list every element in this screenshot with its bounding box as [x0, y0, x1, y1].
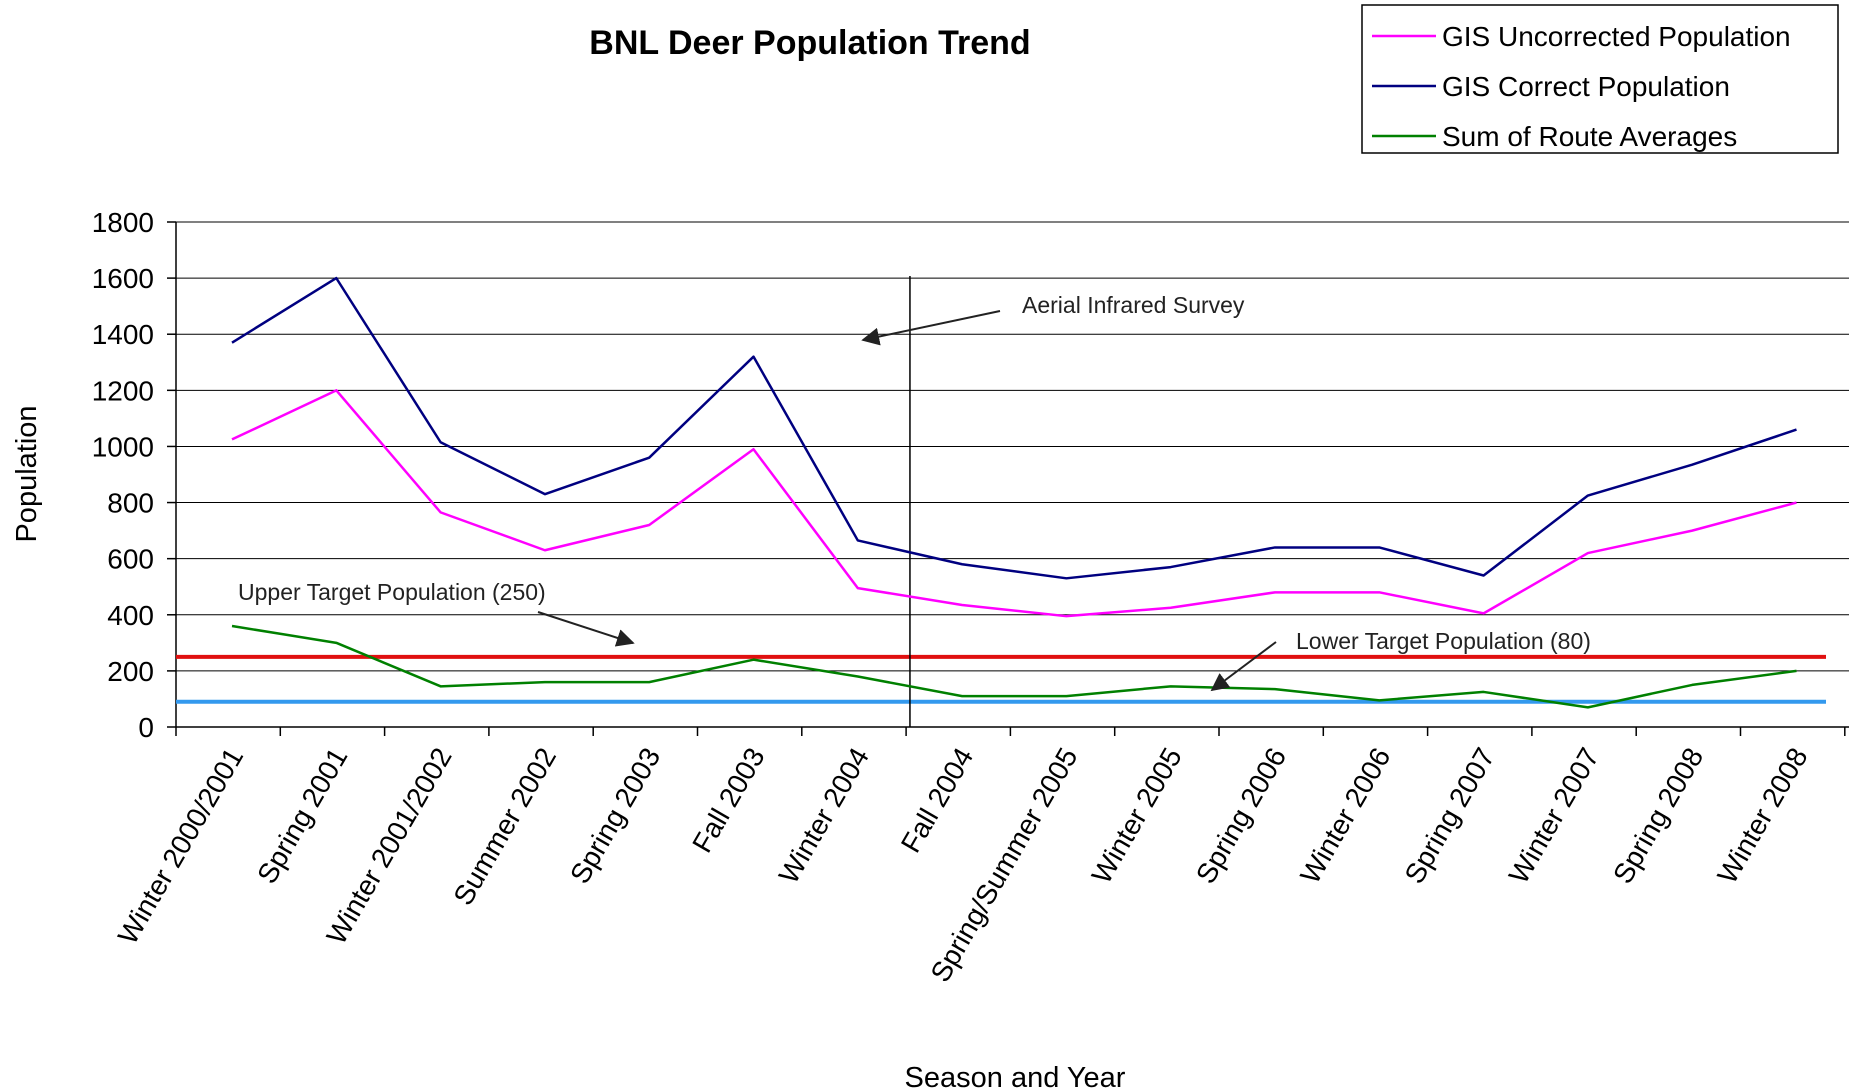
y-tick-labels: 0 200 400 600 800 1000 1200 1400 1600 1800 — [92, 207, 154, 743]
x-tick-label: Fall 2004 — [895, 743, 979, 858]
y-tick-label: 1000 — [92, 431, 154, 462]
aerial-survey-arrow — [861, 310, 1001, 346]
upper-target-arrow — [537, 611, 635, 647]
upper-target-annotation: Upper Target Population (250) — [238, 579, 546, 605]
series-line-2 — [231, 624, 1797, 709]
x-tick-label: Winter 2006 — [1294, 743, 1396, 889]
legend-entry: Sum of Route Averages — [1442, 121, 1737, 152]
x-tick-label: Winter 2005 — [1086, 743, 1188, 889]
lower-target-annotation: Lower Target Population (80) — [1296, 628, 1591, 654]
x-tick-label: Spring 2001 — [251, 743, 353, 889]
y-tick-label: 0 — [138, 712, 154, 743]
series-lines — [231, 276, 1797, 709]
x-tick-label: Summer 2002 — [447, 743, 562, 911]
x-tick-label: Winter 2007 — [1503, 743, 1605, 889]
y-tick-label: 400 — [107, 600, 154, 631]
y-tick-label: 1600 — [92, 263, 154, 294]
x-tick-label: Spring 2008 — [1607, 743, 1709, 889]
aerial-survey-annotation: Aerial Infrared Survey — [1022, 292, 1245, 318]
legend-box — [1361, 4, 1839, 154]
x-tick-label: Winter 2008 — [1711, 743, 1813, 889]
lower-target-arrow — [1210, 641, 1277, 692]
gridlines — [176, 221, 1849, 672]
series-line-1 — [231, 276, 1797, 580]
x-axis-label: Season and Year — [905, 1062, 1126, 1092]
x-tick-label: Winter 2000/2001 — [112, 743, 249, 950]
annotations: Aerial Infrared Survey Upper Target Popul… — [238, 292, 1591, 692]
chart-title: BNL Deer Population Trend — [589, 24, 1030, 62]
y-tick-label: 1800 — [92, 207, 154, 238]
y-tick-label: 1200 — [92, 375, 154, 406]
y-tick-label: 200 — [107, 656, 154, 687]
legend-entry: GIS Uncorrected Population — [1442, 21, 1791, 52]
x-tick-label: Fall 2003 — [686, 743, 770, 858]
y-tick-label: 800 — [107, 488, 154, 519]
legend: GIS Uncorrected Population GIS Correct Po… — [1361, 4, 1839, 154]
x-tick-label: Spring 2006 — [1190, 743, 1292, 889]
y-tick-label: 600 — [107, 544, 154, 575]
series-line-0 — [231, 389, 1797, 618]
legend-entry: GIS Correct Population — [1442, 71, 1730, 102]
axes — [167, 221, 1849, 736]
y-tick-label: 1400 — [92, 319, 154, 350]
x-tick-label: Spring 2003 — [564, 743, 666, 889]
x-tick-label: Winter 2004 — [773, 743, 875, 889]
x-tick-label: Spring 2007 — [1398, 743, 1500, 889]
y-axis-label: Population — [11, 405, 43, 542]
